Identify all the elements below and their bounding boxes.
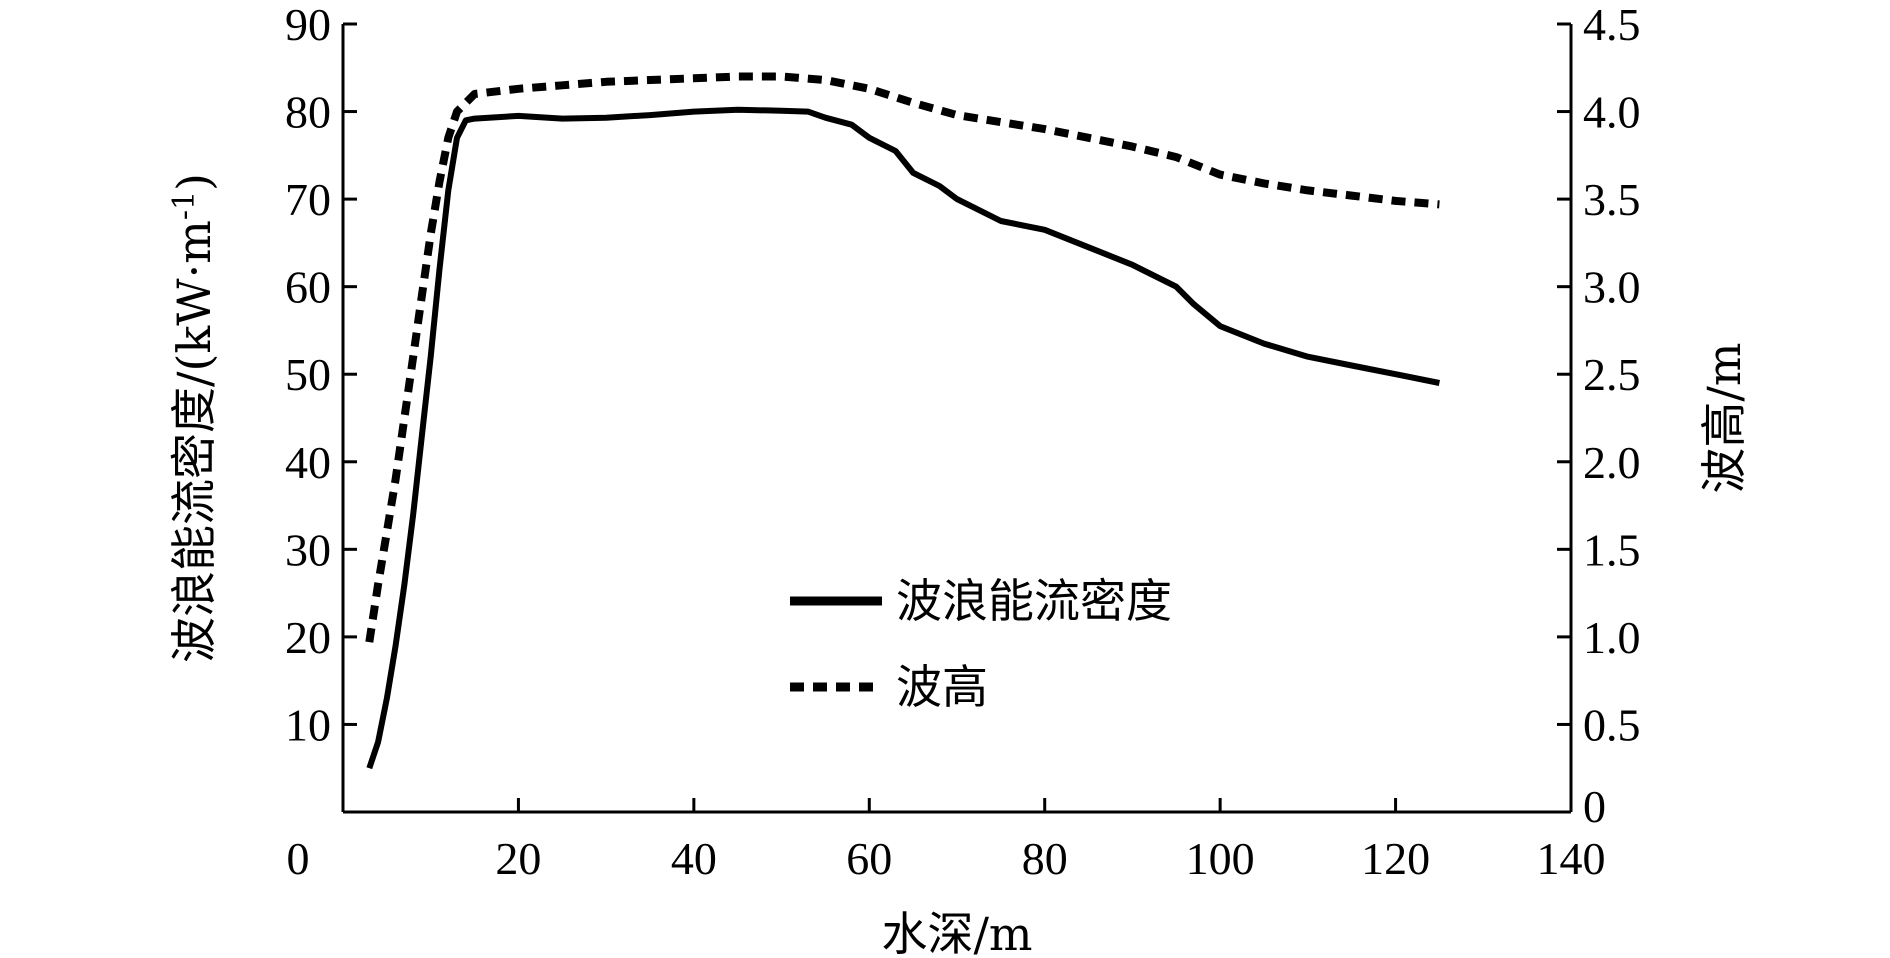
y-right-tick-label: 4.0 (1583, 87, 1641, 138)
x-tick-label: 40 (671, 833, 717, 884)
y-axis-left-title-sup: -1 (167, 191, 202, 220)
axes (341, 24, 1573, 814)
y-right-tick-label: 2.5 (1583, 349, 1641, 400)
x-tick-label: 80 (1022, 833, 1068, 884)
y-right-tick-label: 0 (1583, 781, 1606, 832)
y-right-ticks: 0 0.5 1.0 1.5 2.0 2.5 3.0 3.5 4.0 4.5 (1557, 0, 1641, 832)
x-axis-title: 水深/m (881, 907, 1032, 958)
y-left-tick-label: 20 (285, 612, 331, 663)
y-axis-left-title-main: 波浪能流密度/(kW·m (167, 220, 221, 663)
x-tick-label: 100 (1186, 833, 1255, 884)
y-right-tick-label: 0.5 (1583, 699, 1641, 750)
y-right-tick-label: 2.0 (1583, 437, 1641, 488)
y-axis-left-title-close: ) (167, 173, 221, 191)
y-axis-right-title: 波高/m (1697, 342, 1751, 493)
y-left-tick-label: 70 (285, 174, 331, 225)
y-right-tick-label: 3.0 (1583, 262, 1641, 313)
legend-label-energy: 波浪能流密度 (896, 574, 1172, 628)
legend: 波浪能流密度 波高 (790, 574, 1172, 714)
series-line-wave-height (365, 72, 1440, 643)
y-left-tick-label: 50 (285, 349, 331, 400)
y-right-tick-label: 3.5 (1583, 174, 1641, 225)
x-tick-label: 0 (287, 833, 310, 884)
y-left-ticks: 10 20 30 40 50 60 70 80 90 (285, 0, 357, 750)
series-layer (365, 72, 1440, 770)
y-left-tick-label: 80 (285, 87, 331, 138)
y-right-tick-label: 4.5 (1583, 0, 1641, 50)
x-tick-label: 120 (1361, 833, 1430, 884)
series-line-energy-density (366, 106, 1440, 770)
x-tick-label: 20 (495, 833, 541, 884)
x-tick-label: 140 (1537, 833, 1606, 884)
y-left-tick-label: 90 (285, 0, 331, 50)
y-axis-left-title: 波浪能流密度/(kW·m-1) (167, 173, 221, 663)
y-right-tick-label: 1.0 (1583, 612, 1641, 663)
y-left-tick-label: 30 (285, 524, 331, 575)
y-left-tick-label: 10 (285, 699, 331, 750)
x-ticks: 0 20 40 60 80 100 120 140 (287, 798, 1606, 884)
legend-label-height: 波高 (896, 660, 988, 714)
x-tick-label: 60 (846, 833, 892, 884)
y-left-tick-label: 40 (285, 437, 331, 488)
y-right-tick-label: 1.5 (1583, 524, 1641, 575)
y-left-tick-label: 60 (285, 262, 331, 313)
